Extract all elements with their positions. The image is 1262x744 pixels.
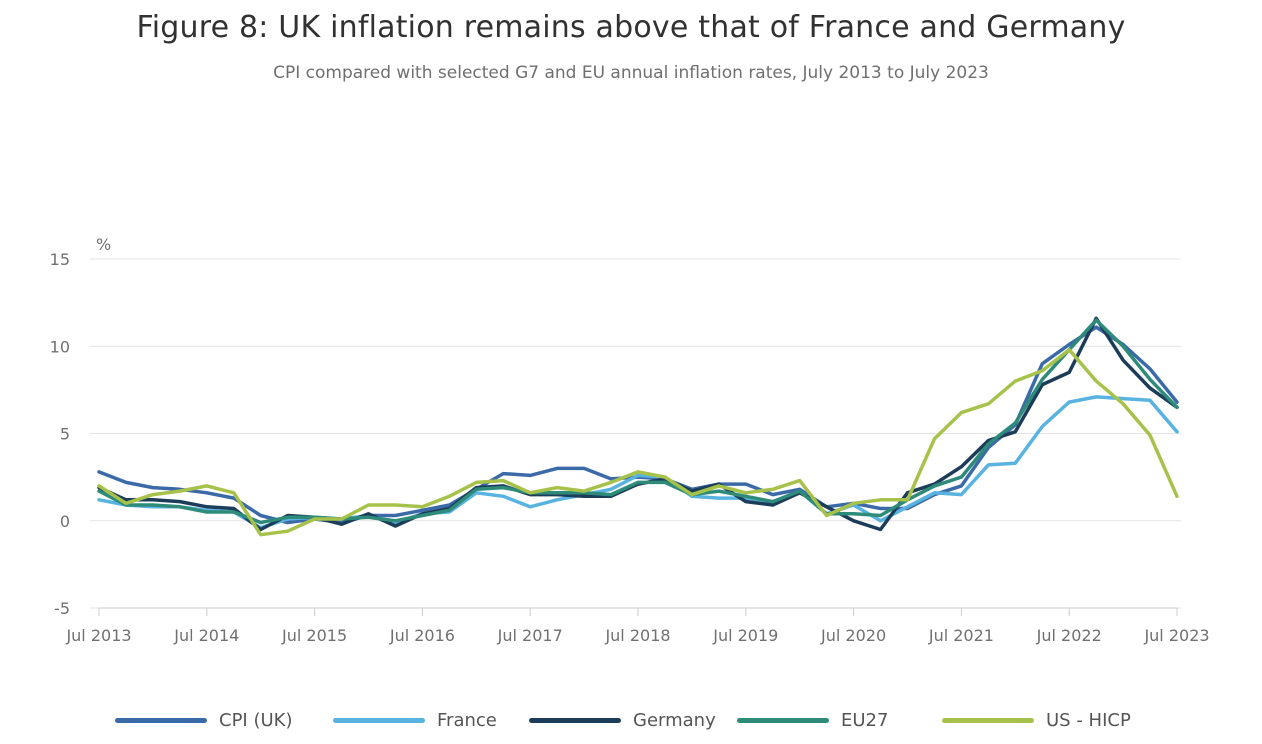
chart-subtitle: CPI compared with selected G7 and EU ann…: [273, 63, 989, 83]
series-line-eu27: [97, 318, 1179, 525]
legend-label: Germany: [633, 709, 716, 731]
legend-swatch: [942, 717, 1034, 723]
series-lines: [97, 316, 1179, 537]
legend-label: France: [437, 709, 497, 731]
y-tick-label: -5: [54, 599, 70, 618]
legend-swatch: [529, 717, 621, 723]
legend-label: CPI (UK): [219, 709, 293, 731]
legend-swatch: [737, 717, 829, 723]
legend-swatch: [115, 717, 207, 723]
series-line-us-hicp: [97, 347, 1179, 537]
x-tick-label: Jul 2013: [65, 626, 131, 645]
chart-title: Figure 8: UK inflation remains above tha…: [136, 10, 1126, 45]
series-line-france: [97, 395, 1179, 530]
y-tick-label: 10: [50, 337, 70, 356]
x-axis: [98, 607, 1178, 616]
x-tick-label: Jul 2023: [1143, 626, 1209, 645]
x-tick-label: Jul 2021: [928, 626, 994, 645]
x-tick-label: Jul 2016: [389, 626, 455, 645]
y-tick-label: 5: [60, 425, 70, 444]
y-axis-tick-labels: 15 10 5 0 -5: [50, 250, 70, 618]
chart-legend: CPI (UK) France Germany EU27 US - HICP: [0, 705, 1262, 735]
x-tick-label: Jul 2015: [281, 626, 347, 645]
legend-item[interactable]: EU27: [737, 705, 888, 735]
x-tick-label: Jul 2022: [1036, 626, 1102, 645]
legend-item[interactable]: US - HICP: [942, 705, 1131, 735]
grid-lines: [90, 258, 1181, 609]
x-tick-label: Jul 2018: [604, 626, 670, 645]
y-axis-unit-label: %: [96, 235, 111, 254]
x-tick-label: Jul 2019: [712, 626, 778, 645]
legend-label: EU27: [841, 709, 889, 731]
legend-item[interactable]: CPI (UK): [115, 705, 292, 735]
y-tick-label: 0: [60, 512, 70, 531]
y-tick-label: 15: [50, 250, 70, 269]
legend-label: US - HICP: [1046, 709, 1131, 731]
legend-swatch: [333, 717, 425, 723]
legend-item[interactable]: France: [333, 705, 497, 735]
x-tick-label: Jul 2014: [173, 626, 239, 645]
x-axis-tick-labels: Jul 2013 Jul 2014 Jul 2015 Jul 2016 Jul 2017…: [65, 626, 1209, 645]
x-tick-label: Jul 2020: [820, 626, 886, 645]
x-tick-label: Jul 2017: [497, 626, 563, 645]
legend-item[interactable]: Germany: [529, 705, 716, 735]
